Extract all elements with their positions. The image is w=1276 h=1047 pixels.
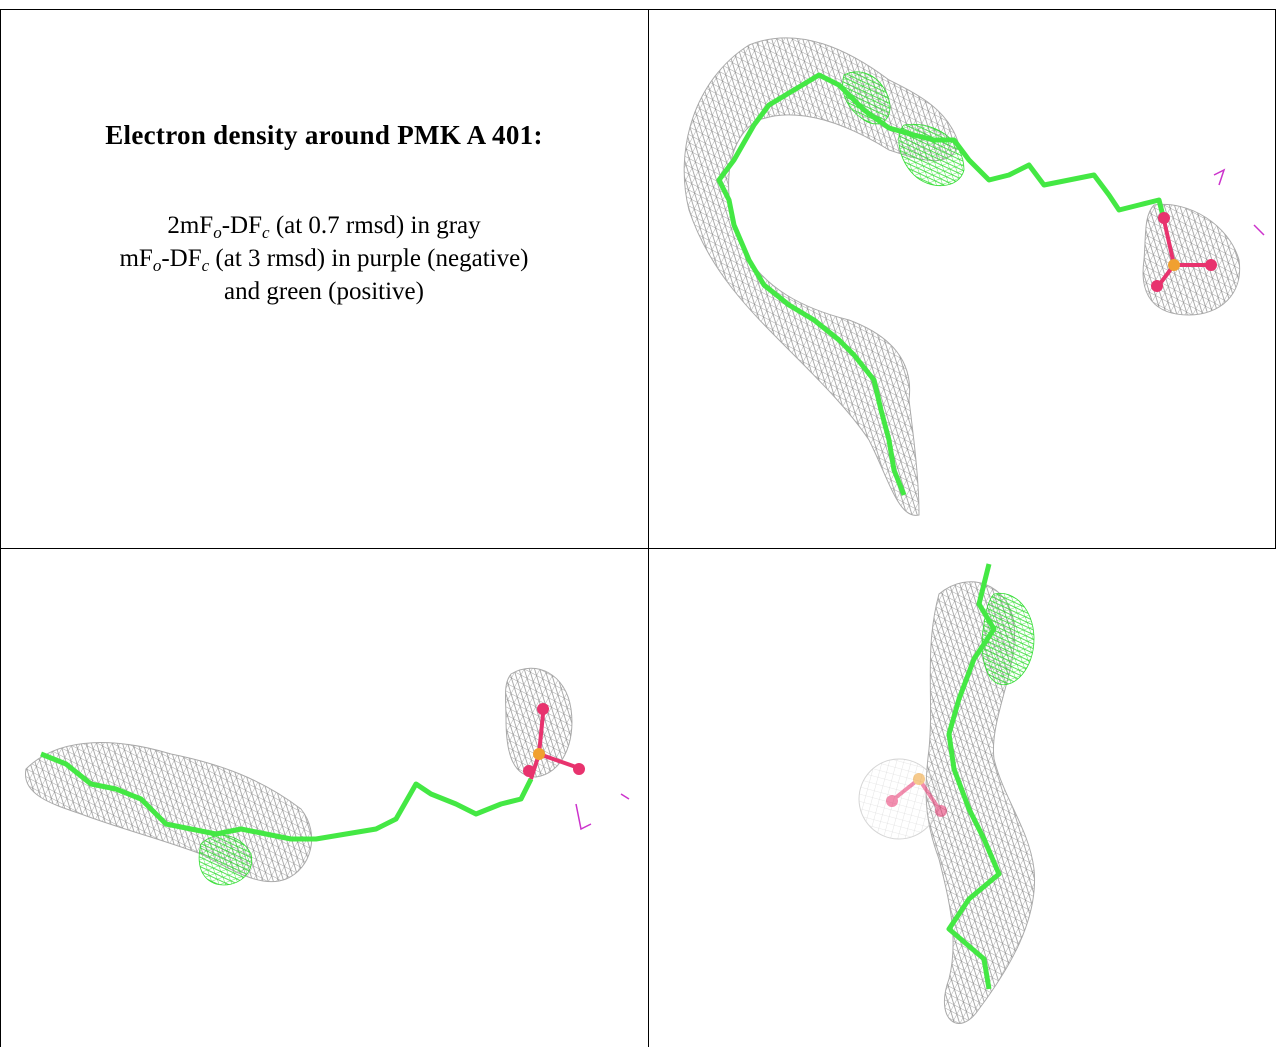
- border-row: [0, 548, 1276, 549]
- ligand-chain: [40, 751, 534, 842]
- caption-cell: Electron density around PMK A 401: 2mFo-…: [0, 120, 648, 308]
- caption-body: 2mFo-DFc (at 0.7 rmsd) in gray mFo-DFc (…: [0, 209, 648, 308]
- border-middle: [648, 9, 649, 1047]
- caption-line-fofc: mFo-DFc (at 3 rmsd) in purple (negative): [119, 245, 529, 275]
- caption-title: Electron density around PMK A 401:: [105, 120, 543, 150]
- view-top-right: [683, 37, 1265, 516]
- border-top: [0, 9, 1276, 10]
- positive-density: [198, 835, 253, 886]
- ligand-chain: [946, 563, 1002, 990]
- caption-line-positive: and green (positive): [224, 278, 424, 305]
- view-bottom-right: [858, 563, 1036, 1024]
- caption-line-2fofc: 2mFo-DFc (at 0.7 rmsd) in gray: [167, 212, 481, 242]
- border-left: [0, 9, 1, 1047]
- phosphate-group: [1151, 212, 1217, 292]
- view-bottom-left: [25, 667, 630, 886]
- density-mesh: [25, 667, 573, 883]
- phosphate-group: [523, 703, 585, 780]
- negative-density: [575, 793, 630, 831]
- phosphate-group: [886, 773, 947, 817]
- negative-density: [1213, 168, 1265, 236]
- ligand-chain: [716, 72, 1167, 496]
